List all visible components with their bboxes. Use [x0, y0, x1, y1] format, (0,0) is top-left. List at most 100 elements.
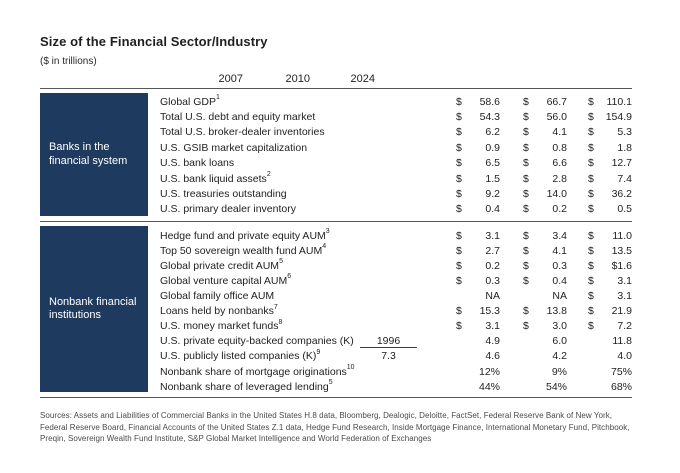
cell-value: 12% [478, 365, 500, 378]
value-cell: 4.9 [456, 335, 500, 347]
value-cell: $4.1 [523, 126, 567, 138]
inset-1996-column-cell: 1996 [360, 335, 417, 348]
section-rows: Global GDP1 $58.6 $66.7 $110.1 Total U.S. de… [160, 89, 632, 221]
cell-value: 0.9 [485, 141, 500, 154]
cell-value: 0.3 [485, 274, 500, 287]
inset-1996-column-cell: 7.3 [381, 350, 396, 363]
cell-value: 3.1 [617, 290, 632, 303]
value-cell: $66.7 [523, 96, 567, 108]
dollar-sign: $ [588, 141, 594, 154]
value-cell: $3.1 [588, 275, 632, 287]
dollar-sign: $ [588, 305, 594, 318]
cell-value: 4.1 [552, 126, 567, 139]
value-cell: 11.8 [588, 335, 632, 347]
value-cell: 9% [523, 366, 567, 378]
dollar-sign: $ [523, 157, 529, 170]
table-row: Hedge fund and private equity AUM3 $3.1 $3… [160, 228, 632, 243]
dollar-sign: $ [588, 111, 594, 124]
table-bottom-rule [40, 397, 632, 399]
value-cell: $21.9 [588, 305, 632, 317]
cell-value: 4.6 [485, 350, 500, 363]
cell-value: $1.6 [611, 259, 632, 272]
value-cell: $6.2 [456, 126, 500, 138]
cell-value: 13.8 [546, 305, 567, 318]
footnote-marker: 3 [325, 228, 330, 236]
dollar-sign: $ [523, 274, 529, 287]
cell-value: 75% [610, 365, 632, 378]
value-cell: $0.5 [588, 203, 632, 215]
cell-value: 0.4 [552, 274, 567, 287]
cell-value: 11.8 [612, 335, 632, 348]
row-label: Global private credit AUM5 [160, 258, 283, 272]
row-label: Total U.S. debt and equity market [160, 111, 316, 124]
dollar-sign: $ [456, 188, 462, 201]
section-divider-rule [40, 221, 632, 223]
cell-value: 4.2 [552, 350, 567, 363]
section-rows: Hedge fund and private equity AUM3 $3.1 $3… [160, 222, 632, 397]
value-cell: $13.8 [523, 305, 567, 317]
cell-value: 6.2 [485, 126, 500, 139]
value-cell: $0.9 [456, 142, 500, 154]
cell-value: 9% [551, 365, 567, 378]
cell-value: 3.1 [485, 229, 500, 242]
cell-value: 54.3 [479, 111, 500, 124]
cell-value: 68% [610, 380, 632, 393]
footnote-marker: 5 [279, 258, 283, 266]
cell-value: 0.3 [552, 259, 567, 272]
value-cell: $110.1 [588, 96, 632, 108]
cell-value: 6.5 [485, 157, 500, 170]
cell-value: 1.5 [485, 172, 500, 185]
cell-value: 3.4 [552, 229, 567, 242]
table-row: U.S. GSIB market capitalization $0.9 $0.8 $… [160, 140, 632, 155]
value-cell: $3.1 [456, 230, 500, 242]
dollar-sign: $ [588, 203, 594, 216]
value-cell: $2.7 [456, 245, 500, 257]
dollar-sign: $ [588, 320, 594, 333]
table-top-rule [40, 88, 632, 89]
dollar-sign: $ [456, 111, 462, 124]
value-cell: $2.8 [523, 173, 567, 185]
cell-value: 11.0 [612, 229, 632, 242]
cell-value: 6.6 [552, 157, 567, 170]
table-row: U.S. primary dealer inventory $0.4 $0.2 $0.… [160, 202, 632, 217]
dollar-sign: $ [523, 229, 529, 242]
dollar-sign: $ [523, 244, 529, 257]
cell-value: NA [552, 290, 567, 303]
value-cell: $3.1 [456, 320, 500, 332]
value-cell: $5.3 [588, 126, 632, 138]
dollar-sign: $ [588, 244, 594, 257]
table-section: Nonbank financial institutions Hedge fund… [40, 222, 632, 397]
value-cell: $154.9 [588, 111, 632, 123]
section-label-box: Banks in the financial system [40, 93, 148, 217]
dollar-sign: $ [588, 274, 594, 287]
section-label: Nonbank financial institutions [49, 295, 137, 322]
value-cell: $9.2 [456, 188, 500, 200]
row-label: Global venture capital AUM6 [160, 273, 292, 287]
value-cell: $11.0 [588, 230, 632, 242]
value-cell: 12% [456, 366, 500, 378]
value-cell: $6.5 [456, 157, 500, 169]
table-row: Nonbank share of mortgage originations10… [160, 364, 632, 379]
row-label: U.S. primary dealer inventory [160, 203, 296, 216]
cell-value: 58.6 [479, 95, 500, 108]
dollar-sign: $ [456, 229, 462, 242]
dollar-sign: $ [523, 259, 529, 272]
row-label: Top 50 sovereign wealth fund AUM4 [160, 243, 327, 257]
value-cell: $0.3 [523, 260, 567, 272]
value-cell: $3.4 [523, 230, 567, 242]
dollar-sign: $ [588, 126, 594, 139]
dollar-sign: $ [588, 172, 594, 185]
row-label: U.S. bank liquid assets2 [160, 171, 271, 185]
dollar-sign: $ [456, 274, 462, 287]
table-row: Total U.S. broker-dealer inventories $6.2… [160, 125, 632, 140]
value-cell: NA [456, 290, 500, 302]
table-row: Global GDP1 $58.6 $66.7 $110.1 [160, 94, 632, 109]
year-header-2010: 2010 [285, 73, 310, 85]
cell-value: 9.2 [485, 188, 500, 201]
value-cell: $12.7 [588, 157, 632, 169]
cell-value: 66.7 [546, 95, 567, 108]
table-row: U.S. publicly listed companies (K)9 7.3 4.… [160, 349, 632, 364]
dollar-sign: $ [456, 172, 462, 185]
value-cell: $13.5 [588, 245, 632, 257]
